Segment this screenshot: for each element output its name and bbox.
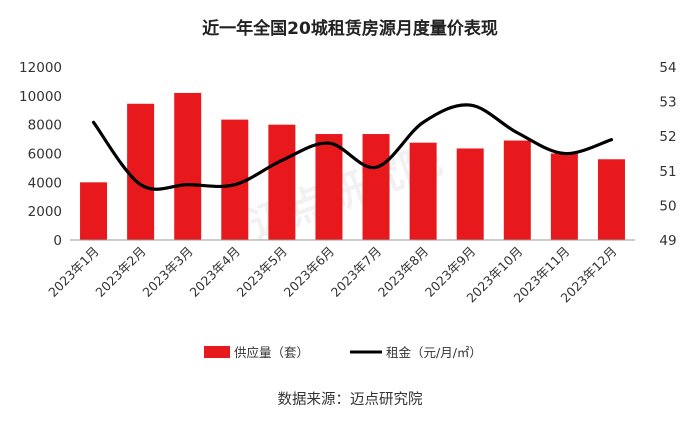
left-y-tick-label: 2000 bbox=[28, 204, 62, 220]
bar bbox=[174, 92, 202, 240]
left-y-tick-label: 10000 bbox=[19, 89, 62, 105]
bar bbox=[550, 153, 578, 240]
right-y-tick-label: 51 bbox=[659, 164, 676, 180]
bar bbox=[409, 142, 437, 240]
bar bbox=[503, 140, 531, 240]
left-y-tick-label: 12000 bbox=[19, 60, 62, 76]
bar-series bbox=[80, 92, 625, 240]
left-y-axis: 0 2000 4000 6000 8000 10000 12000 bbox=[19, 60, 62, 249]
right-y-tick-label: 52 bbox=[659, 129, 676, 145]
source-text: 数据来源：迈点研究院 bbox=[278, 391, 423, 408]
legend-bar-swatch bbox=[204, 346, 230, 358]
bar bbox=[315, 134, 343, 240]
bar bbox=[362, 134, 390, 240]
left-y-tick-label: 6000 bbox=[28, 147, 62, 163]
line-series bbox=[91, 103, 614, 191]
bar bbox=[127, 103, 155, 240]
x-axis: 2023年1月2023年2月2023年3月2023年4月2023年5月2023年… bbox=[45, 244, 619, 306]
bar bbox=[268, 124, 296, 240]
chart-title: 近一年全国20城租赁房源月度量价表现 bbox=[202, 18, 498, 39]
left-y-tick-label: 0 bbox=[53, 233, 62, 249]
legend-line-label: 租金（元/月/㎡） bbox=[386, 345, 482, 360]
bar bbox=[597, 159, 625, 240]
right-y-tick-label: 54 bbox=[659, 60, 676, 76]
legend: 供应量（套） 租金（元/月/㎡） bbox=[204, 345, 482, 360]
right-y-tick-label: 50 bbox=[659, 198, 676, 214]
bar bbox=[80, 182, 108, 240]
left-y-tick-label: 4000 bbox=[28, 175, 62, 191]
left-y-tick-label: 8000 bbox=[28, 118, 62, 134]
right-y-axis: 49 50 51 52 53 54 bbox=[659, 60, 676, 249]
right-y-tick-label: 49 bbox=[659, 233, 676, 249]
bar bbox=[456, 148, 484, 240]
legend-bar-label: 供应量（套） bbox=[234, 345, 309, 360]
rent-line bbox=[91, 103, 614, 191]
right-y-tick-label: 53 bbox=[659, 95, 676, 111]
